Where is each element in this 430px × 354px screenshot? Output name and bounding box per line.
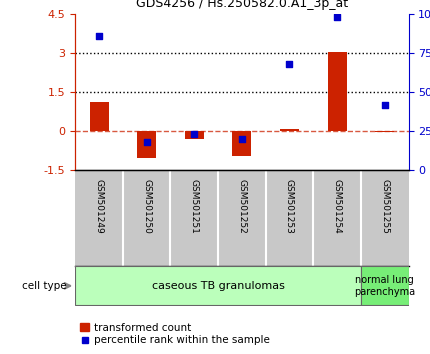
Bar xyxy=(328,52,347,131)
Text: caseous TB granulomas: caseous TB granulomas xyxy=(152,281,285,291)
Text: GSM501249: GSM501249 xyxy=(95,179,104,234)
Text: GSM501255: GSM501255 xyxy=(380,179,389,234)
Point xyxy=(191,131,198,137)
Legend: transformed count, percentile rank within the sample: transformed count, percentile rank withi… xyxy=(80,322,270,345)
Bar xyxy=(232,131,252,156)
Text: GSM501250: GSM501250 xyxy=(142,179,151,234)
Point xyxy=(95,33,102,39)
Bar xyxy=(89,102,108,131)
Text: cell type: cell type xyxy=(22,281,67,291)
Point xyxy=(286,61,293,67)
Text: GSM501253: GSM501253 xyxy=(285,179,294,234)
Bar xyxy=(280,129,299,131)
Bar xyxy=(137,131,156,158)
Text: GSM501251: GSM501251 xyxy=(190,179,199,234)
Point xyxy=(143,139,150,145)
Point xyxy=(381,102,388,107)
Text: GSM501252: GSM501252 xyxy=(237,179,246,234)
Text: normal lung
parenchyma: normal lung parenchyma xyxy=(354,275,415,297)
Title: GDS4256 / Hs.250582.0.A1_3p_at: GDS4256 / Hs.250582.0.A1_3p_at xyxy=(136,0,348,10)
Point xyxy=(334,15,341,20)
Bar xyxy=(375,131,394,132)
Bar xyxy=(361,266,408,306)
Point xyxy=(238,136,245,142)
Bar xyxy=(185,131,204,139)
Bar xyxy=(75,266,361,306)
Text: GSM501254: GSM501254 xyxy=(332,179,341,234)
